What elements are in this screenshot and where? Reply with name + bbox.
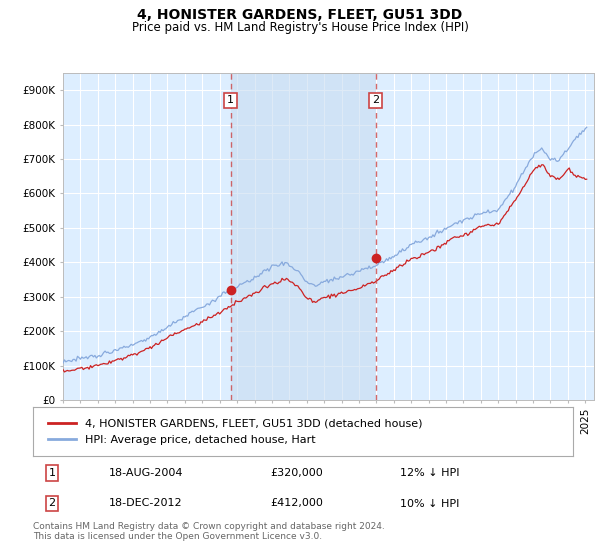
Text: 1: 1 (227, 95, 234, 105)
Legend: 4, HONISTER GARDENS, FLEET, GU51 3DD (detached house), HPI: Average price, detac: 4, HONISTER GARDENS, FLEET, GU51 3DD (de… (44, 414, 427, 449)
Text: £412,000: £412,000 (271, 498, 323, 508)
Text: Price paid vs. HM Land Registry's House Price Index (HPI): Price paid vs. HM Land Registry's House … (131, 21, 469, 34)
Text: £320,000: £320,000 (271, 468, 323, 478)
Text: 4, HONISTER GARDENS, FLEET, GU51 3DD: 4, HONISTER GARDENS, FLEET, GU51 3DD (137, 8, 463, 22)
Text: Contains HM Land Registry data © Crown copyright and database right 2024.
This d: Contains HM Land Registry data © Crown c… (33, 522, 385, 542)
Text: 1: 1 (49, 468, 55, 478)
Bar (230, 73, 376, 400)
Text: 12% ↓ HPI: 12% ↓ HPI (400, 468, 460, 478)
Text: 10% ↓ HPI: 10% ↓ HPI (400, 498, 460, 508)
Text: 18-DEC-2012: 18-DEC-2012 (109, 498, 182, 508)
Text: 18-AUG-2004: 18-AUG-2004 (109, 468, 183, 478)
Text: 2: 2 (372, 95, 379, 105)
Text: 2: 2 (49, 498, 55, 508)
